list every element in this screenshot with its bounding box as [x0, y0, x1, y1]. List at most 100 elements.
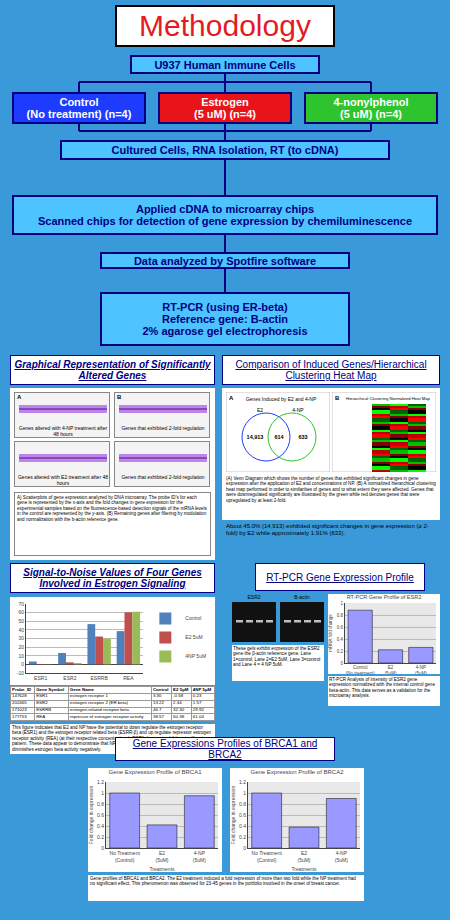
- svg-text:Control(No treatment): Control(No treatment): [346, 665, 376, 674]
- html-text:Genes altered with 4-NP treatm: Genes altered with 4-NP treatment after …: [18, 425, 108, 437]
- html-text:Cultured Cells, RNA Isolation,: Cultured Cells, RNA Isolation, RT (to cD…: [111, 144, 339, 156]
- svg-text:RT-PCR Gene Profile of ESR2: RT-PCR Gene Profile of ESR2: [347, 594, 421, 600]
- svg-text:1: 1: [341, 601, 344, 606]
- svg-text:Control: Control: [185, 615, 201, 621]
- svg-text:-10: -10: [17, 670, 24, 676]
- svg-text:0.6: 0.6: [337, 625, 344, 630]
- svg-text:0.2: 0.2: [337, 649, 344, 654]
- html-text:These gels exhibit expression: These gels exhibit expression of the ESR…: [233, 646, 321, 668]
- html-text:Gene Symbol: Gene Symbol: [36, 686, 65, 692]
- html-text:Scanned chips for detection of: Scanned chips for detection of gene expr…: [37, 215, 412, 227]
- svg-text:1.2: 1.2: [97, 779, 104, 785]
- svg-text:Gene Expression Profile of BRC: Gene Expression Profile of BRCA2: [250, 769, 344, 775]
- svg-text:E2(5uM): E2(5uM): [155, 850, 168, 863]
- html-text:Methodology: Methodology: [139, 9, 311, 42]
- svg-text:Fold change in expression: Fold change in expression: [230, 786, 236, 845]
- html-text:Comparison of Induced Genes/Hi: Comparison of Induced Genes/Hierarchical…: [235, 359, 427, 381]
- svg-text:0.8: 0.8: [337, 613, 344, 618]
- svg-text:0: 0: [101, 845, 104, 851]
- html-text:(No treatment) (n=4): (No treatment) (n=4): [26, 108, 132, 120]
- svg-text:Fold change in expression: Fold change in expression: [88, 786, 94, 845]
- svg-text:614: 614: [274, 434, 284, 440]
- html-text:2% agarose gel electrophoresis: 2% agarose gel electrophoresis: [142, 325, 308, 337]
- html-text:Genes that exhibited 2-fold re: Genes that exhibited 2-fold regulation: [121, 425, 205, 431]
- html-text:Gene profiles of BRCA1 and BRC: Gene profiles of BRCA1 and BRCA2. The E2…: [90, 876, 356, 887]
- svg-text:60: 60: [18, 609, 24, 615]
- html-text:Estrogen: Estrogen: [201, 96, 249, 108]
- html-text:Gene Name: Gene Name: [69, 686, 94, 692]
- svg-text:E2(5uM): E2(5uM): [385, 665, 397, 674]
- svg-text:30: 30: [18, 635, 24, 641]
- html-text:147628: 147628: [12, 693, 27, 699]
- html-text:Genes altered with E2 treatmen: Genes altered with E2 treatment after 48…: [18, 474, 108, 486]
- svg-text:0.8: 0.8: [239, 801, 246, 807]
- svg-text:A: A: [229, 395, 234, 401]
- svg-text:633: 633: [298, 434, 307, 440]
- html-text:Graphical Representation of Si: Graphical Representation of Significantl…: [14, 359, 211, 381]
- svg-text:No Treatment(Control): No Treatment(Control): [252, 850, 283, 863]
- html-text:4NP 5µM: 4NP 5µM: [192, 686, 212, 692]
- svg-text:0.4: 0.4: [97, 823, 104, 829]
- svg-text:4-NP: 4-NP: [292, 407, 304, 413]
- svg-text:0: 0: [21, 661, 24, 667]
- html-text:Probe_ID: Probe_ID: [12, 686, 32, 692]
- svg-text:0.6: 0.6: [239, 812, 246, 818]
- svg-text:0.4: 0.4: [239, 823, 246, 829]
- svg-text:Genes Induced by E2 and 4-NP: Genes Induced by E2 and 4-NP: [246, 396, 317, 402]
- svg-text:70: 70: [18, 601, 24, 607]
- svg-text:0.2: 0.2: [239, 834, 246, 840]
- svg-text:ESR1: ESR1: [34, 675, 47, 681]
- svg-text:ESR2: ESR2: [63, 675, 76, 681]
- svg-text:1.2: 1.2: [239, 779, 246, 785]
- svg-text:14,913: 14,913: [247, 434, 264, 440]
- svg-text:E2: E2: [257, 407, 263, 413]
- svg-text:1: 1: [243, 790, 246, 796]
- svg-text:0: 0: [243, 845, 246, 851]
- html-text:4-nonylphenol: 4-nonylphenol: [333, 96, 409, 108]
- html-text:U937 Human Immune Cells: U937 Human Immune Cells: [154, 58, 296, 71]
- svg-text:Treatments: Treatments: [291, 866, 317, 872]
- html-text:Signal-to-Noise Values of Four: Signal-to-Noise Values of Four Genes Inv…: [23, 567, 202, 589]
- svg-text:1: 1: [101, 790, 104, 796]
- html-text:This figure indicates that E2: This figure indicates that E2 and NP hav…: [12, 725, 211, 752]
- html-text:RT-PCR Analysis of intensity o: RT-PCR Analysis of intensity of ESR2 gen…: [329, 677, 435, 699]
- svg-text:40: 40: [18, 627, 24, 633]
- svg-text:20: 20: [18, 644, 24, 650]
- svg-text:Hierarchical Clustering Normal: Hierarchical Clustering Normalized Heat …: [346, 396, 430, 401]
- svg-text:0.2: 0.2: [97, 834, 104, 840]
- svg-text:0.4: 0.4: [337, 637, 344, 642]
- html-text:(5 uM) (n=4): (5 uM) (n=4): [194, 108, 256, 120]
- svg-text:Treatments: Treatments: [149, 866, 175, 872]
- svg-text:0.6: 0.6: [97, 812, 104, 818]
- html-text:Genes that exhibited 2-fold re: Genes that exhibited 2-fold regulation: [121, 474, 205, 480]
- html-text:E2 5µM: E2 5µM: [173, 686, 189, 692]
- svg-text:4-NP(5uM): 4-NP(5uM): [335, 850, 348, 863]
- svg-text:4NP 5uM: 4NP 5uM: [185, 653, 206, 659]
- svg-text:0: 0: [341, 661, 344, 666]
- svg-text:No Treatment(Control): No Treatment(Control): [110, 850, 141, 863]
- html-text:RT-PCR (using ER-beta): RT-PCR (using ER-beta): [162, 301, 288, 313]
- html-text:Applied cDNA to microarray chi: Applied cDNA to microarray chips: [136, 203, 314, 215]
- html-text:RT-PCR Gene Expression Profile: RT-PCR Gene Expression Profile: [266, 571, 414, 583]
- svg-text:4-NP(5uM): 4-NP(5uM): [415, 665, 427, 674]
- html-text:(5 uM) (n=4): (5 uM) (n=4): [340, 108, 402, 120]
- svg-text:B: B: [335, 395, 340, 401]
- html-text:Control: Control: [152, 686, 169, 692]
- html-text:Data analyzed by Spotfire soft: Data analyzed by Spotfire software: [133, 254, 317, 267]
- svg-text:10: 10: [18, 653, 24, 659]
- html-text:About 45.0% (14,913) exhibited: About 45.0% (14,913) exhibited significa…: [226, 523, 429, 537]
- svg-text:mRNA fold change: mRNA fold change: [328, 614, 333, 652]
- svg-text:0.8: 0.8: [97, 801, 104, 807]
- svg-text:E2(5uM): E2(5uM): [297, 850, 310, 863]
- html-text:Gene Expressions Profiles of B: Gene Expressions Profiles of BRCA1 and B…: [132, 738, 318, 760]
- svg-text:Gene Expression Profile of BRC: Gene Expression Profile of BRCA1: [108, 769, 202, 775]
- html-text:Reference gene: B-actin: Reference gene: B-actin: [162, 313, 288, 325]
- svg-text:ESRRB: ESRRB: [91, 675, 109, 681]
- svg-text:E2 5uM: E2 5uM: [185, 634, 202, 640]
- svg-text:4-NP(5uM): 4-NP(5uM): [193, 850, 206, 863]
- svg-text:REA: REA: [123, 675, 134, 681]
- svg-text:50: 50: [18, 618, 24, 624]
- html-text:Control: Control: [59, 96, 99, 108]
- html-text:(A) Venn Diagram which shows t: (A) Venn Diagram which shows the number …: [226, 476, 436, 503]
- html-text:A) Scatterplots of gene expres: A) Scatterplots of gene expression analy…: [17, 495, 207, 522]
